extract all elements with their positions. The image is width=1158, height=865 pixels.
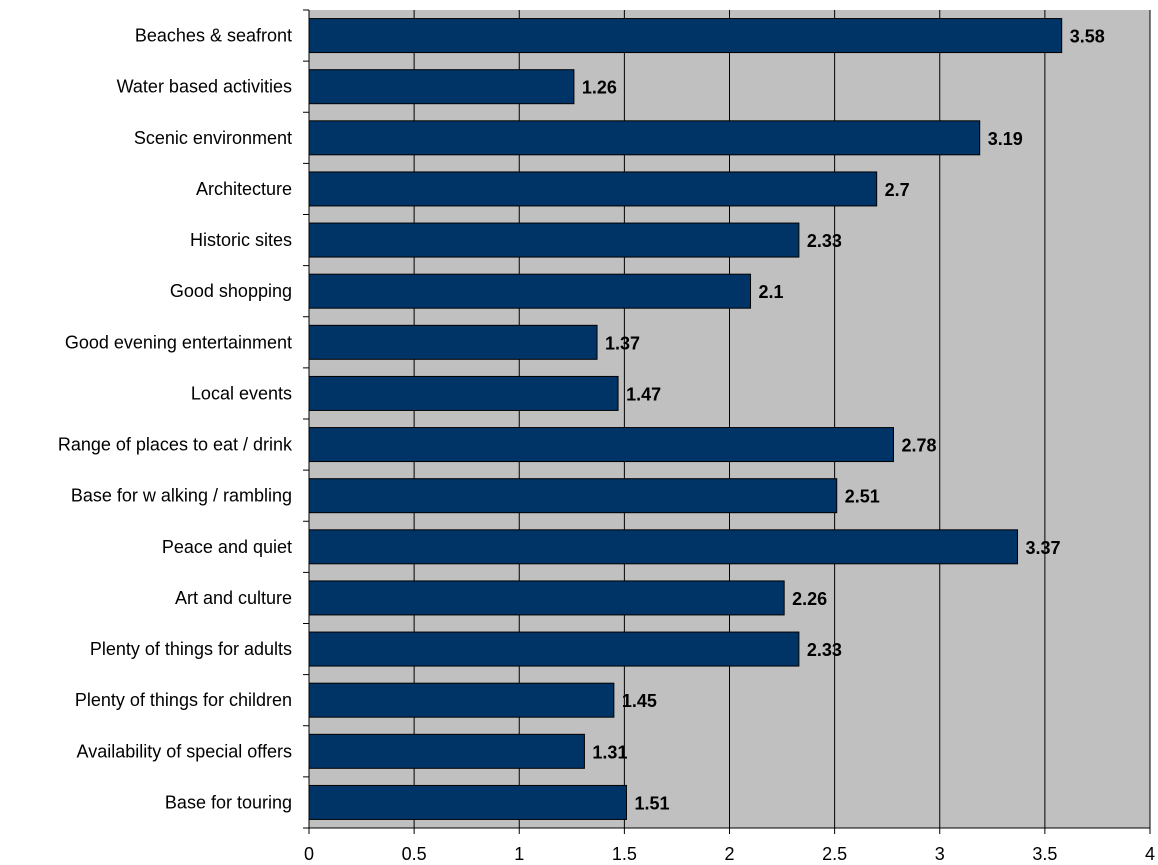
x-tick-label: 3 xyxy=(935,844,945,864)
x-tick-label: 0.5 xyxy=(402,844,427,864)
x-tick-label: 4 xyxy=(1145,844,1155,864)
bar xyxy=(308,18,1063,54)
x-tick-label: 2 xyxy=(724,844,734,864)
data-label: 1.47 xyxy=(626,384,661,404)
bar xyxy=(308,171,878,207)
data-label: 1.31 xyxy=(592,742,627,762)
data-label: 3.37 xyxy=(1026,538,1061,558)
x-tick-label: 0 xyxy=(304,844,314,864)
bar xyxy=(308,529,1019,565)
category-label: Good evening entertainment xyxy=(65,332,292,352)
x-tick-labels: 0 0.5 1 1.5 2 2.5 3 3.5 4 xyxy=(304,844,1155,864)
bar xyxy=(308,273,752,309)
x-tick-label: 2.5 xyxy=(822,844,847,864)
data-label: 1.26 xyxy=(582,78,617,98)
data-label: 3.58 xyxy=(1070,27,1105,47)
data-label: 1.45 xyxy=(622,691,657,711)
data-label: 2.1 xyxy=(759,282,784,302)
category-label: Base for touring xyxy=(165,792,292,812)
data-labels: 3.58 1.26 3.19 2.7 2.33 2.1 1.37 1.47 2.78 2.51 3.… xyxy=(582,27,1105,814)
bar xyxy=(308,375,619,411)
category-labels: Beaches & seafront Water based activities… xyxy=(58,26,293,813)
data-label: 1.51 xyxy=(634,793,669,813)
category-label: Good shopping xyxy=(170,281,292,301)
bar xyxy=(308,784,627,820)
bar xyxy=(308,682,615,718)
bar xyxy=(308,69,575,105)
category-label: Architecture xyxy=(196,179,292,199)
category-label: Water based activities xyxy=(117,77,292,97)
category-label: Plenty of things for adults xyxy=(90,639,292,659)
data-label: 2.7 xyxy=(885,180,910,200)
category-label: Local events xyxy=(191,383,292,403)
bar xyxy=(308,580,785,616)
category-label: Plenty of things for children xyxy=(75,690,292,710)
x-tick-label: 1.5 xyxy=(612,844,637,864)
category-label: Scenic environment xyxy=(134,128,292,148)
axes xyxy=(303,9,1151,834)
bar xyxy=(308,120,981,156)
category-label: Peace and quiet xyxy=(162,537,292,557)
bar xyxy=(308,427,894,463)
category-label: Art and culture xyxy=(175,588,292,608)
bar xyxy=(308,222,800,258)
category-label: Range of places to eat / drink xyxy=(58,435,293,455)
x-tick-label: 1 xyxy=(514,844,524,864)
bar xyxy=(308,324,598,360)
category-label: Historic sites xyxy=(190,230,292,250)
data-label: 2.26 xyxy=(792,589,827,609)
x-tick-label: 3.5 xyxy=(1032,844,1057,864)
category-label: Base for w alking / rambling xyxy=(71,486,292,506)
bar xyxy=(308,733,585,769)
data-label: 1.37 xyxy=(605,333,640,353)
category-label: Availability of special offers xyxy=(77,741,292,761)
data-label: 2.33 xyxy=(807,640,842,660)
bar xyxy=(308,631,800,667)
data-label: 3.19 xyxy=(988,129,1023,149)
data-label: 2.78 xyxy=(901,436,936,456)
data-label: 2.51 xyxy=(845,487,880,507)
data-label: 2.33 xyxy=(807,231,842,251)
bar xyxy=(308,478,838,514)
category-label: Beaches & seafront xyxy=(135,26,292,46)
